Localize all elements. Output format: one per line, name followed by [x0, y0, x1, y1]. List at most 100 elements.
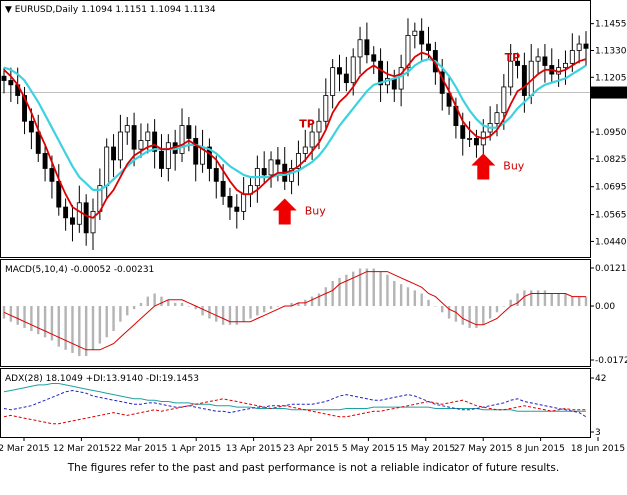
candle-body-bull: [501, 86, 507, 114]
candle-body-bull: [576, 43, 582, 51]
candle-body-bull: [563, 62, 568, 69]
candle-body-bull: [302, 146, 308, 154]
macd-bar: [509, 299, 512, 307]
price-tick-label: 1.1455: [595, 20, 627, 30]
macd-bar: [201, 306, 204, 316]
candle-body-bear: [1, 75, 7, 81]
candle-body-bear: [83, 202, 89, 234]
candle-body-bear: [583, 43, 589, 49]
candle-body-bull: [145, 131, 151, 141]
candle-body-bear: [426, 43, 431, 51]
candle-body-bull: [357, 39, 363, 58]
macd-bar: [98, 306, 102, 344]
macd-bar: [194, 306, 197, 310]
current-price-label: 1.1134: [595, 89, 627, 99]
candle-body-bull: [467, 138, 473, 140]
candle: [357, 26, 363, 75]
macd-bar: [262, 306, 266, 313]
candle-body-bear: [275, 159, 281, 165]
macd-bar: [23, 306, 26, 328]
candle-body-bull: [323, 95, 329, 122]
minus-di-line: [3, 398, 586, 425]
price-tick-label: 1.0695: [595, 183, 627, 193]
trading-chart[interactable]: ▼ EURUSD,Daily 1.1094 1.1151 1.1094 1.11…: [0, 0, 627, 460]
macd-bar: [427, 299, 430, 307]
candle: [364, 22, 370, 64]
adx-line: [3, 383, 586, 412]
macd-bar: [126, 306, 129, 316]
candle: [412, 22, 418, 49]
candle-body-bear: [152, 131, 158, 152]
candle-body-bear: [70, 217, 75, 225]
candle: [398, 54, 404, 107]
candle-body-bear: [159, 150, 164, 169]
macd-bar: [358, 268, 362, 307]
candle: [104, 138, 110, 199]
macd-bar: [393, 281, 396, 307]
macd-bar: [146, 296, 149, 307]
price-tick-label: 1.1205: [595, 73, 627, 83]
macd-bar: [577, 296, 581, 307]
macd-bar: [530, 290, 533, 307]
candle-body-bear: [49, 168, 55, 182]
date-tick-label: 2 Mar 2015: [0, 444, 50, 454]
date-tick-label: 13 Apr 2015: [226, 444, 282, 454]
macd-bar: [447, 306, 451, 319]
macd-bar: [536, 290, 540, 307]
candle-body-bull: [289, 168, 295, 182]
candle: [213, 155, 219, 199]
macd-bar: [379, 271, 382, 307]
candle: [384, 61, 390, 94]
candle: [295, 140, 301, 186]
date-tick-label: 1 Apr 2015: [171, 444, 221, 454]
macd-bar: [495, 306, 499, 313]
candle-body-bear: [473, 138, 479, 146]
candle-body-bear: [343, 73, 349, 84]
candle-body-bull: [124, 125, 130, 133]
buy-arrow-icon: [272, 198, 297, 225]
candle-body-bull: [330, 67, 336, 96]
symbol-text: EURUSD,Daily: [15, 5, 79, 15]
candle-body-bear: [186, 125, 192, 139]
candle: [42, 144, 48, 182]
candle: [206, 138, 212, 182]
macd-bar: [91, 306, 95, 350]
macd-bar: [256, 306, 259, 316]
candle-body-bear: [364, 39, 370, 56]
candle-body-bear: [337, 67, 342, 75]
macd-bar: [441, 306, 444, 313]
disclaimer: The figures refer to the past and past p…: [67, 462, 560, 474]
candle-body-bear: [111, 146, 117, 161]
candle-body-bear: [446, 92, 452, 107]
candle: [248, 177, 253, 208]
candle: [508, 44, 514, 96]
candle: [535, 48, 541, 75]
macd-bar: [119, 306, 122, 322]
candle-body-bear: [261, 168, 267, 176]
candle: [426, 26, 431, 60]
candle-body-bull: [76, 202, 82, 225]
candle-body-bear: [22, 95, 27, 122]
macd-bar: [180, 302, 184, 307]
date-tick-label: 12 Mar 2015: [53, 444, 110, 454]
candle: [1, 67, 7, 94]
macd-bar: [2, 306, 6, 319]
macd-bar: [297, 302, 300, 307]
buy-label: Buy: [305, 205, 327, 218]
candle-body-bear: [131, 125, 137, 150]
candle: [117, 114, 123, 169]
candle: [473, 129, 479, 158]
candle: [131, 112, 137, 167]
candle-body-bear: [227, 195, 233, 208]
candle-body-bear: [213, 168, 219, 182]
candle: [330, 59, 336, 109]
candle-body-bull: [117, 131, 123, 161]
adx-pane-frame: [0, 368, 591, 438]
price-tick-label: 1.1330: [595, 46, 627, 56]
macd-bar: [372, 268, 375, 307]
macd-bar: [475, 306, 478, 328]
candle-body-bear: [193, 138, 199, 165]
candle: [556, 59, 562, 87]
candle: [323, 78, 329, 130]
candle-body-bull: [405, 35, 411, 69]
